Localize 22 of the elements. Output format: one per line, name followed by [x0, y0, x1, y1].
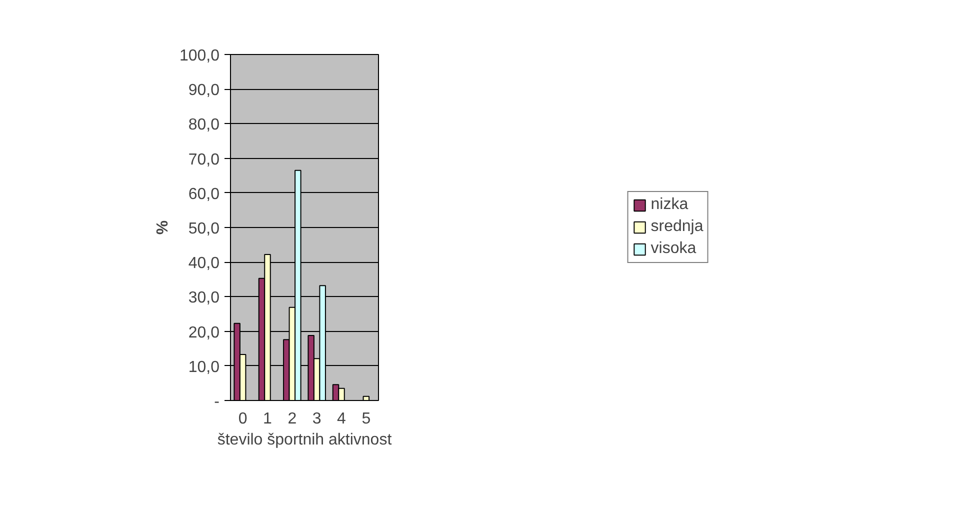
y-tick-label: 60,0 [188, 186, 220, 203]
x-tick-label: 0 [238, 410, 248, 428]
y-tick-label: 20,0 [188, 324, 220, 342]
legend-label: visoka [650, 240, 696, 258]
y-axis-title: % [154, 220, 172, 235]
x-tick-label: 5 [362, 410, 371, 428]
y-tick-label: 70,0 [188, 151, 220, 168]
legend-label: nizka [650, 196, 688, 214]
legend-label: srednja [650, 218, 704, 236]
y-tick-label: 100,0 [179, 48, 220, 64]
y-tick-label: 80,0 [188, 116, 220, 134]
y-tick-label: - [214, 394, 220, 410]
x-tick-label: 2 [288, 410, 297, 428]
y-tick-label: 10,0 [188, 358, 220, 376]
y-tick-label: 40,0 [188, 255, 220, 272]
y-tick-label: 30,0 [188, 290, 220, 307]
x-tick-label: 3 [312, 410, 322, 428]
x-axis-title: število športnih aktivnost [217, 432, 392, 448]
y-tick-label: 90,0 [188, 82, 220, 100]
y-tick-label: 50,0 [188, 220, 220, 238]
x-tick-label: 4 [337, 410, 346, 428]
x-tick-label: 1 [263, 410, 272, 428]
